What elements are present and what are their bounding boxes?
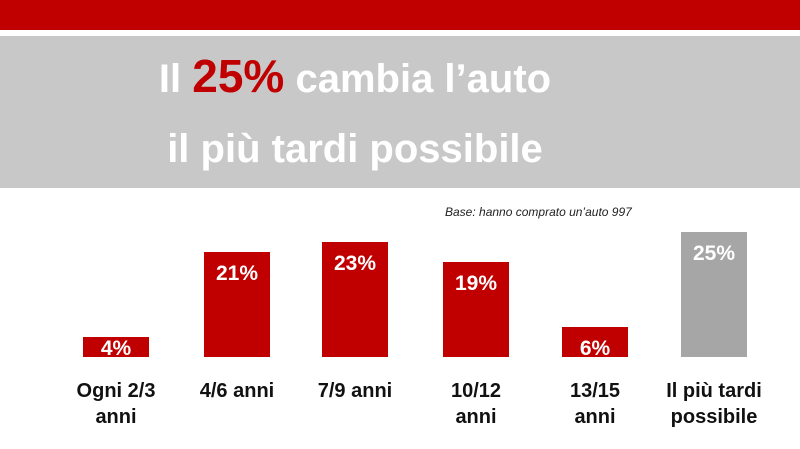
x-tick-label: Il più tardi possibile bbox=[666, 380, 762, 428]
chart-title: Il 25% cambia l’auto bbox=[159, 50, 551, 102]
x-tick-label: 13/15 anni bbox=[569, 380, 621, 428]
x-tick-label: 10/12 anni bbox=[450, 380, 502, 428]
note: Base: hanno comprato un’auto 997 bbox=[445, 205, 633, 219]
x-tick-label: 7/9 anni bbox=[317, 380, 393, 402]
bar bbox=[83, 337, 149, 357]
value-label: 4% bbox=[101, 337, 132, 360]
title-banner bbox=[0, 36, 800, 188]
bar bbox=[322, 242, 388, 357]
title-part: cambia l’auto bbox=[295, 57, 551, 101]
top-band bbox=[0, 0, 800, 30]
value-label: 23% bbox=[334, 252, 376, 275]
x-tick-label: 4/6 anni bbox=[199, 380, 275, 402]
value-label: 6% bbox=[580, 337, 611, 360]
value-label: 19% bbox=[455, 272, 497, 295]
bar bbox=[443, 262, 509, 357]
bar bbox=[681, 232, 747, 357]
bar bbox=[562, 327, 628, 357]
chart-subtitle: il più tardi possibile bbox=[167, 127, 543, 171]
value-label: 21% bbox=[216, 262, 258, 285]
bar bbox=[204, 252, 270, 357]
title-part: Il bbox=[159, 57, 181, 101]
value-label: 25% bbox=[693, 242, 735, 265]
title-highlight: 25% bbox=[192, 50, 284, 102]
x-tick-label: Ogni 2/3 anni bbox=[76, 380, 156, 428]
